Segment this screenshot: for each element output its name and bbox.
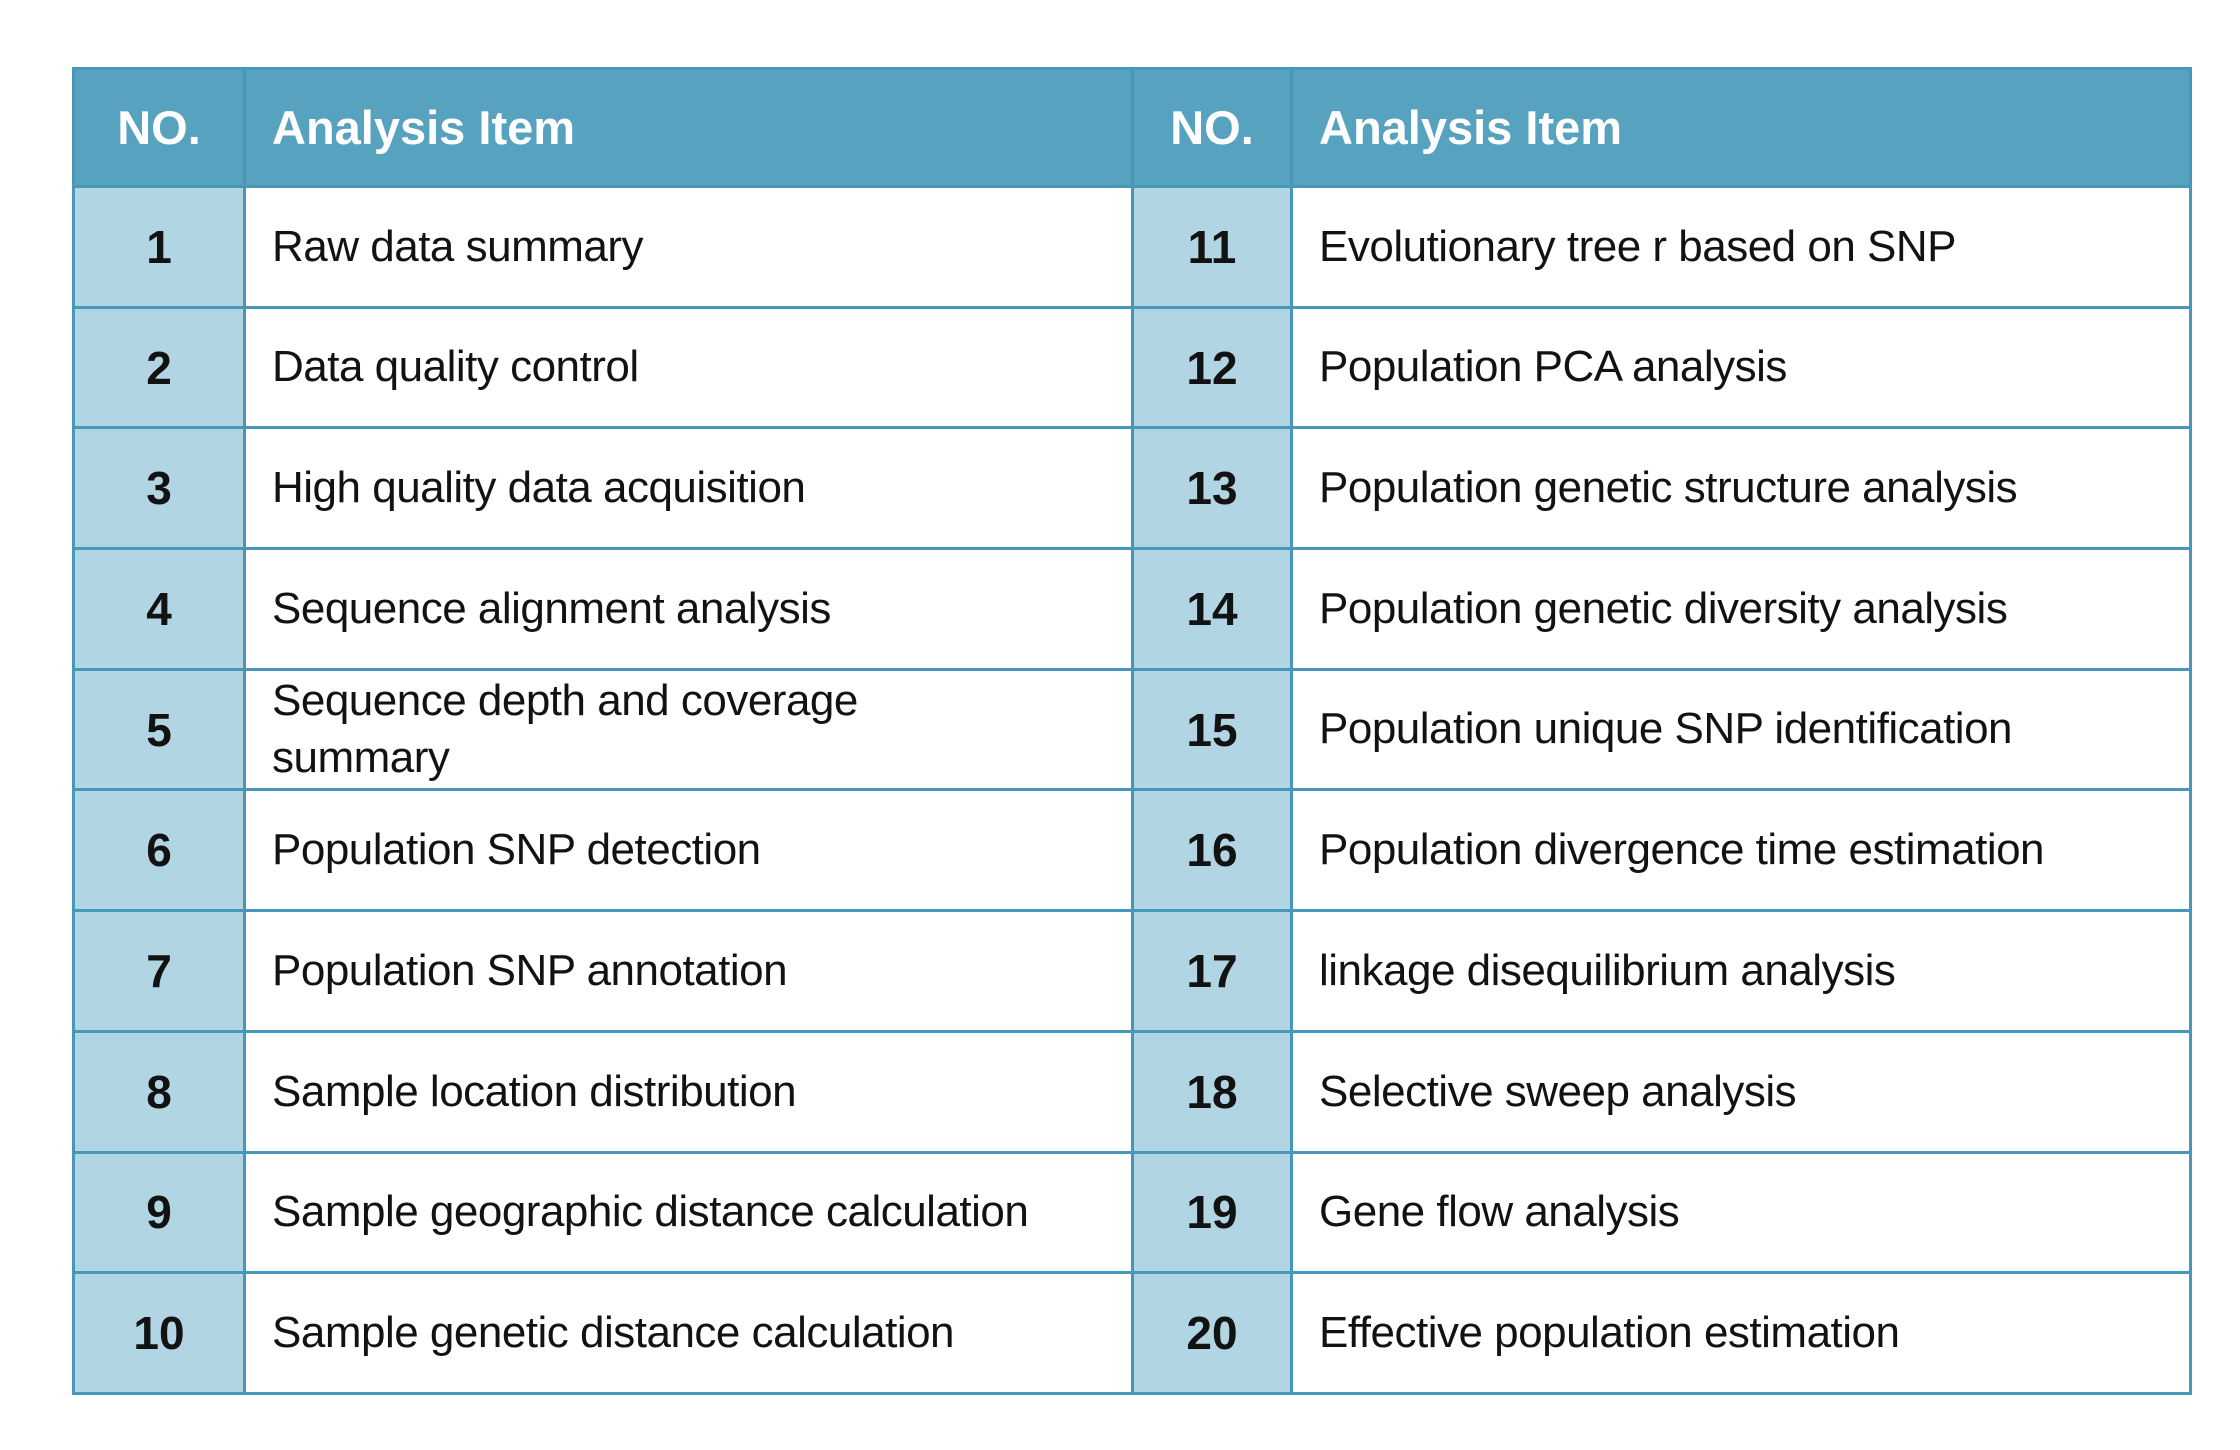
analysis-item-cell-left: Sample genetic distance calculation bbox=[246, 1274, 1131, 1392]
analysis-item-cell-left: Sample geographic distance calculation bbox=[246, 1153, 1131, 1272]
row-number-cell-left: 8 bbox=[75, 1032, 243, 1151]
header-no-left: NO. bbox=[75, 70, 243, 185]
row-number-cell-left: 10 bbox=[75, 1274, 243, 1392]
analysis-item-cell-left: Population SNP annotation bbox=[246, 912, 1131, 1030]
row-number-cell-right: 11 bbox=[1134, 188, 1290, 306]
row-number-cell-left: 9 bbox=[75, 1153, 243, 1272]
analysis-item-cell-left: Population SNP detection bbox=[246, 791, 1131, 910]
analysis-item-cell-right: Population divergence time estimation bbox=[1293, 791, 2189, 910]
row-number-cell-left: 6 bbox=[75, 791, 243, 910]
row-number-cell-right: 12 bbox=[1134, 308, 1290, 427]
analysis-item-cell-right: Population genetic structure analysis bbox=[1293, 429, 2189, 548]
analysis-item-cell-left: Sequence depth and coverage summary bbox=[246, 670, 1131, 789]
row-number-cell-right: 16 bbox=[1134, 791, 1290, 910]
analysis-item-cell-right: Gene flow analysis bbox=[1293, 1153, 2189, 1272]
analysis-item-cell-right: Evolutionary tree r based on SNP bbox=[1293, 188, 2189, 306]
row-number-cell-right: 14 bbox=[1134, 550, 1290, 668]
row-number-cell-right: 17 bbox=[1134, 912, 1290, 1030]
header-item-left: Analysis Item bbox=[246, 70, 1131, 185]
row-number-cell-left: 3 bbox=[75, 429, 243, 548]
analysis-item-cell-left: Raw data summary bbox=[246, 188, 1131, 306]
analysis-items-table: NO. Analysis Item NO. Analysis Item 1 Ra… bbox=[72, 67, 2192, 1395]
analysis-item-cell-right: Population unique SNP identification bbox=[1293, 670, 2189, 789]
row-number-cell-left: 2 bbox=[75, 308, 243, 427]
analysis-item-cell-right: Population PCA analysis bbox=[1293, 308, 2189, 427]
analysis-item-cell-right: linkage disequilibrium analysis bbox=[1293, 912, 2189, 1030]
analysis-item-cell-left: Sample location distribution bbox=[246, 1032, 1131, 1151]
analysis-item-cell-right: Population genetic diversity analysis bbox=[1293, 550, 2189, 668]
row-number-cell-right: 15 bbox=[1134, 670, 1290, 789]
row-number-cell-left: 5 bbox=[75, 670, 243, 789]
row-number-cell-left: 7 bbox=[75, 912, 243, 1030]
analysis-item-cell-left: Sequence alignment analysis bbox=[246, 550, 1131, 668]
row-number-cell-left: 4 bbox=[75, 550, 243, 668]
row-number-cell-right: 13 bbox=[1134, 429, 1290, 548]
header-item-right: Analysis Item bbox=[1293, 70, 2189, 185]
analysis-item-cell-right: Effective population estimation bbox=[1293, 1274, 2189, 1392]
header-no-right: NO. bbox=[1134, 70, 1290, 185]
row-number-cell-right: 19 bbox=[1134, 1153, 1290, 1272]
analysis-item-cell-right: Selective sweep analysis bbox=[1293, 1032, 2189, 1151]
row-number-cell-right: 20 bbox=[1134, 1274, 1290, 1392]
row-number-cell-left: 1 bbox=[75, 188, 243, 306]
analysis-item-cell-left: Data quality control bbox=[246, 308, 1131, 427]
analysis-item-cell-left: High quality data acquisition bbox=[246, 429, 1131, 548]
row-number-cell-right: 18 bbox=[1134, 1032, 1290, 1151]
